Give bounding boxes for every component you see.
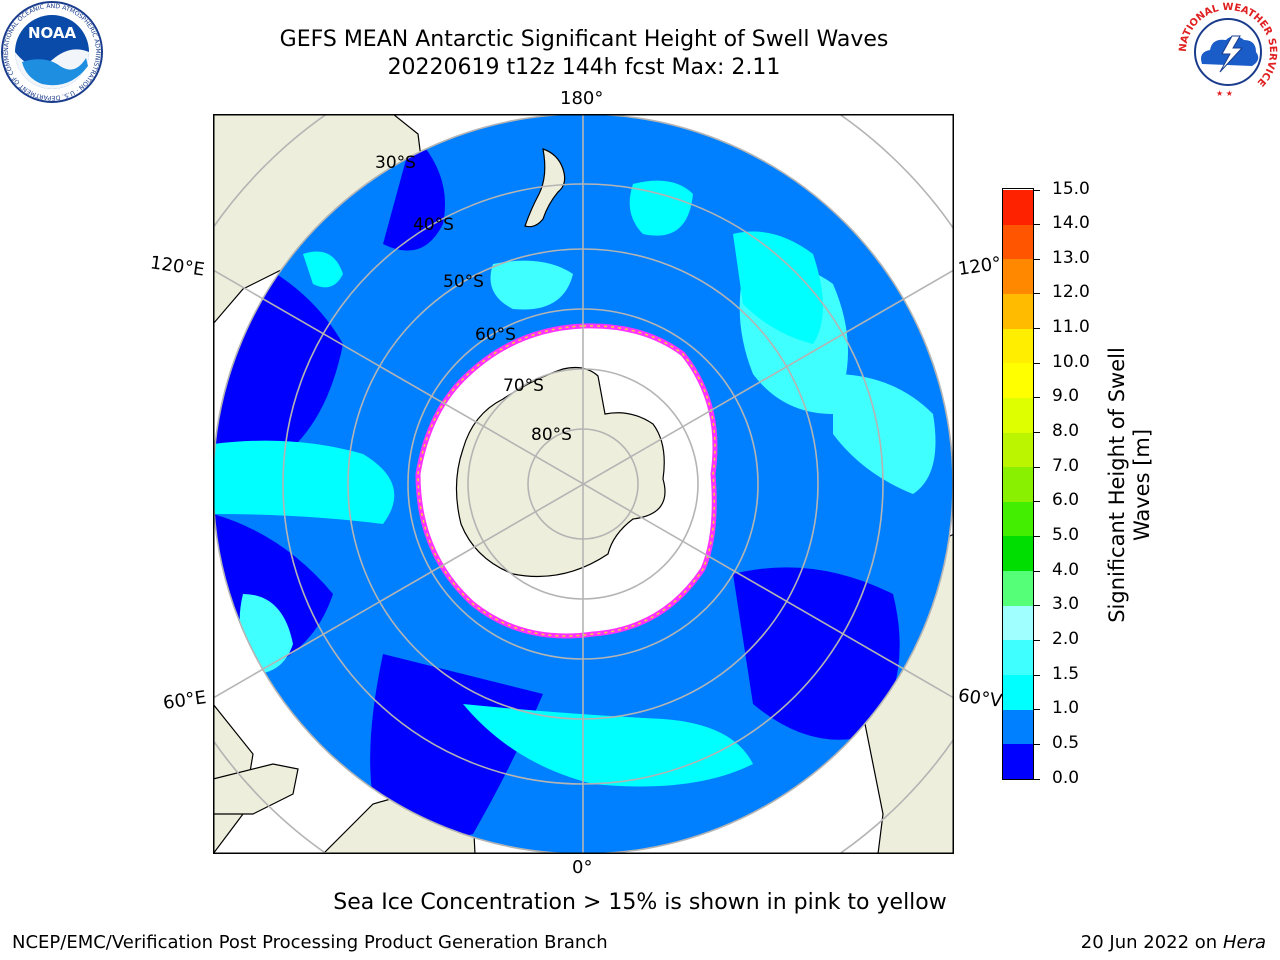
svg-text:NOAA: NOAA — [28, 24, 77, 42]
colorbar-tick-label: 1.5 — [1052, 663, 1080, 684]
colorbar-tick — [1034, 224, 1040, 226]
lat-label-70: 70°S — [503, 376, 544, 396]
colorbar-segment — [1003, 328, 1033, 364]
lat-label-40: 40°S — [413, 215, 454, 235]
nws-logo: NATIONAL WEATHER SERVICE ★ ★ — [1178, 2, 1278, 102]
lon-label-180: 180° — [560, 88, 604, 109]
colorbar-segment — [1003, 258, 1033, 294]
colorbar-tick — [1034, 258, 1040, 260]
colorbar-tick — [1034, 743, 1040, 745]
lon-label-120w: 120° — [956, 253, 1003, 280]
colorbar-segment — [1003, 362, 1033, 398]
lon-label-60e: 60°E — [161, 687, 208, 714]
colorbar-segment — [1003, 743, 1033, 779]
lat-label-50: 50°S — [443, 272, 484, 292]
colorbar-segment — [1003, 466, 1033, 502]
colorbar-tick — [1034, 778, 1040, 780]
colorbar-tick-label: 9.0 — [1052, 386, 1080, 407]
colorbar-tick — [1034, 709, 1040, 711]
footer-branch: NCEP/EMC/Verification Post Processing Pr… — [12, 932, 608, 953]
colorbar-tick-label: 15.0 — [1052, 178, 1090, 199]
colorbar-tick-label: 10.0 — [1052, 351, 1090, 372]
lat-label-30: 30°S — [375, 153, 416, 173]
colorbar-tick — [1034, 570, 1040, 572]
chart-subtitle: 20220619 t12z 144h fcst Max: 2.11 — [387, 55, 781, 80]
colorbar-tick-label: 7.0 — [1052, 455, 1080, 476]
colorbar-tick — [1034, 501, 1040, 503]
colorbar-tick — [1034, 189, 1040, 191]
antarctica — [455, 366, 666, 578]
colorbar-tick — [1034, 328, 1040, 330]
colorbar-segment — [1003, 189, 1033, 225]
colorbar-tick-label: 2.0 — [1052, 628, 1080, 649]
colorbar-tick — [1034, 432, 1040, 434]
lon-label-60w: 60°V — [956, 685, 1004, 712]
colorbar-tick — [1034, 674, 1040, 676]
new-zealand — [524, 148, 566, 228]
colorbar-segment — [1003, 570, 1033, 606]
noaa-logo: NATIONAL OCEANIC AND ATMOSPHERIC ADMINIS… — [0, 0, 103, 103]
polar-map: 30°S 40°S 50°S 60°S 70°S 80°S — [213, 114, 954, 854]
colorbar-tick-label: 3.0 — [1052, 594, 1080, 615]
colorbar-segment — [1003, 709, 1033, 745]
colorbar-tick — [1034, 293, 1040, 295]
colorbar-segment — [1003, 605, 1033, 641]
colorbar-segment — [1003, 432, 1033, 468]
svg-text:★ ★: ★ ★ — [1216, 89, 1233, 98]
colorbar-tick-label: 0.5 — [1052, 732, 1080, 753]
colorbar-segment — [1003, 397, 1033, 433]
lat-label-80: 80°S — [531, 425, 572, 445]
colorbar-tick — [1034, 605, 1040, 607]
colorbar-segment — [1003, 224, 1033, 260]
colorbar-tick-label: 6.0 — [1052, 490, 1080, 511]
colorbar-tick-label: 11.0 — [1052, 317, 1090, 338]
colorbar-segment — [1003, 535, 1033, 572]
colorbar-segment — [1003, 639, 1033, 676]
colorbar-tick — [1034, 397, 1040, 399]
colorbar-tick-label: 4.0 — [1052, 559, 1080, 580]
colorbar-tick — [1034, 639, 1040, 641]
lat-label-60: 60°S — [475, 325, 516, 345]
lon-label-120e: 120°E — [148, 252, 206, 281]
colorbar-tick — [1034, 466, 1040, 468]
lon-label-0: 0° — [572, 857, 593, 878]
footer-date: 20 Jun 2022 on Hera — [1080, 932, 1266, 953]
colorbar-tick-label: 14.0 — [1052, 213, 1090, 234]
colorbar-tick-label: 8.0 — [1052, 421, 1080, 442]
colorbar-tick — [1034, 362, 1040, 364]
colorbar-segment — [1003, 674, 1033, 710]
chart-title: GEFS MEAN Antarctic Significant Height o… — [279, 27, 889, 52]
colorbar-segment — [1003, 293, 1033, 329]
colorbar — [1002, 188, 1034, 780]
colorbar-tick — [1034, 535, 1040, 537]
colorbar-segment — [1003, 501, 1033, 537]
colorbar-tick-label: 0.0 — [1052, 767, 1080, 788]
colorbar-tick-label: 12.0 — [1052, 282, 1090, 303]
colorbar-tick-label: 1.0 — [1052, 698, 1080, 719]
colorbar-label: Significant Height of Swell Waves [m] — [1105, 347, 1154, 623]
colorbar-tick-label: 5.0 — [1052, 524, 1080, 545]
colorbar-tick-label: 13.0 — [1052, 247, 1090, 268]
sea-ice-caption: Sea Ice Concentration > 15% is shown in … — [333, 890, 947, 915]
